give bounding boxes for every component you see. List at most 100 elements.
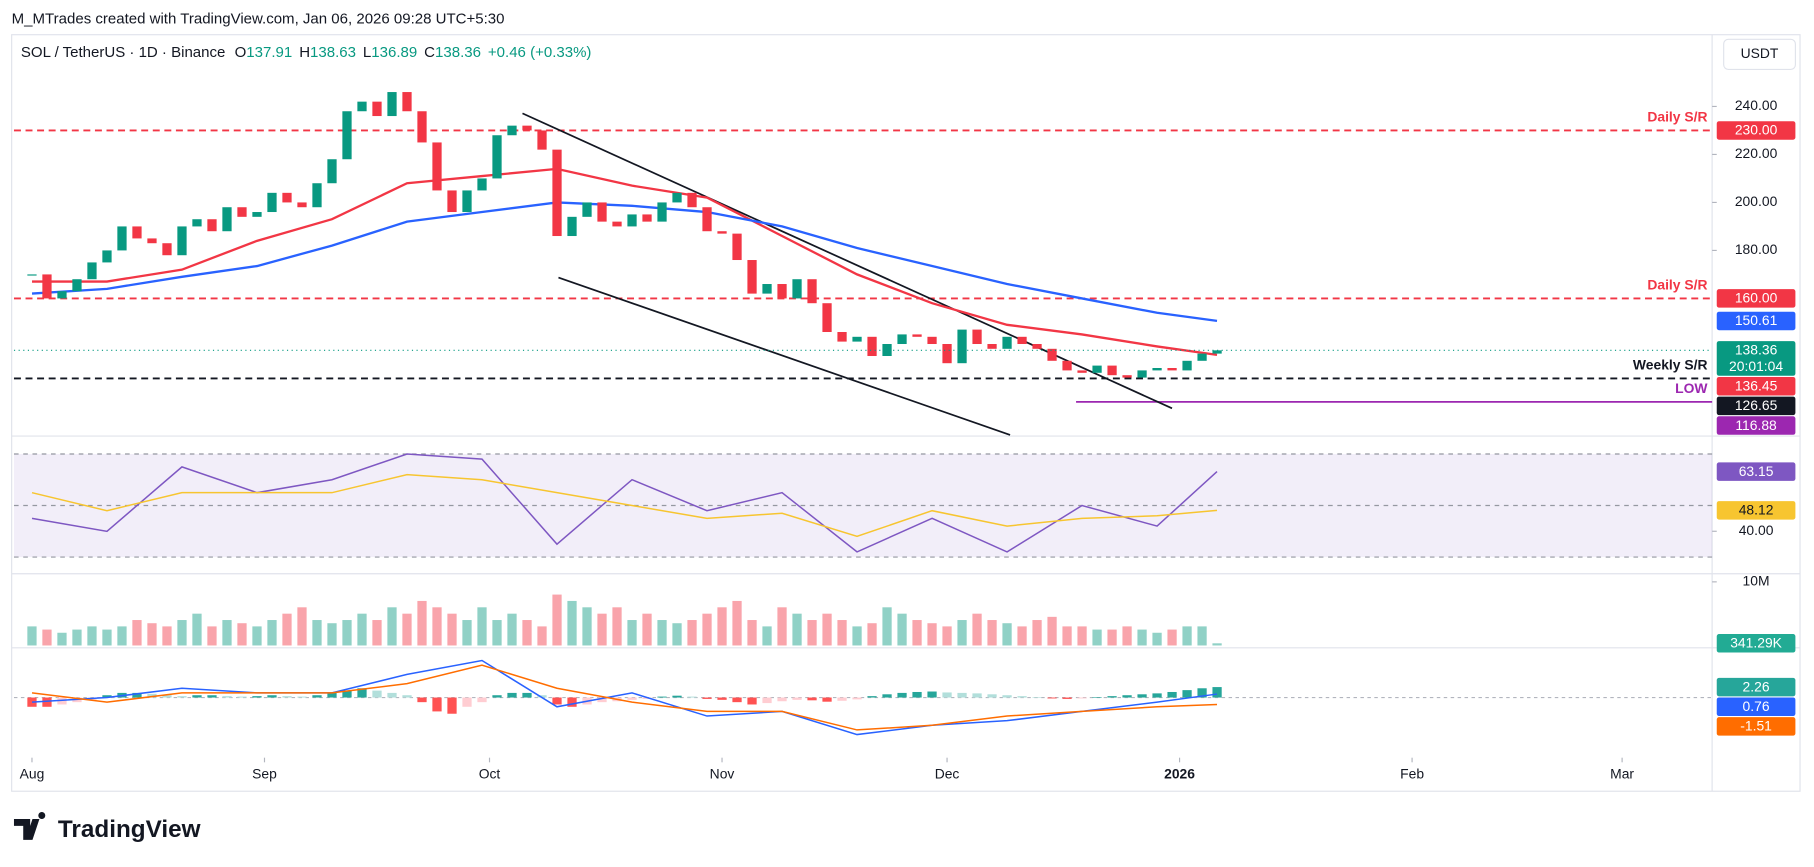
macd-histogram-bar <box>1032 697 1042 698</box>
macd-histogram-bar <box>537 695 547 698</box>
ohlc-key: L <box>363 44 371 61</box>
price-tag <box>1716 396 1796 416</box>
candle <box>147 238 157 244</box>
price-tag-label: 0.76 <box>1743 698 1770 714</box>
macd-histogram-bar <box>492 695 502 698</box>
macd-histogram-bar <box>27 697 37 707</box>
series-line <box>31 473 1218 538</box>
candle <box>1002 336 1012 349</box>
series-line <box>522 112 1173 410</box>
volume-bar <box>132 620 142 646</box>
macd-histogram-bar <box>177 696 187 698</box>
volume-bar <box>702 613 712 646</box>
x-tick-label: Mar <box>1610 766 1634 782</box>
volume-bar <box>267 620 277 646</box>
change: +0.46 (+0.33%) <box>488 44 592 61</box>
candle <box>957 329 967 364</box>
candle <box>1152 367 1162 371</box>
volume-bar <box>672 623 682 646</box>
volume-bar <box>327 623 337 646</box>
volume-bar <box>297 607 307 646</box>
rsi-band <box>13 454 1713 558</box>
macd-histogram-bar <box>672 695 682 698</box>
volume-bar <box>597 613 607 646</box>
price-tag-label: 341.29K <box>1730 635 1782 651</box>
macd-histogram-bar <box>507 692 517 698</box>
volume-bar <box>762 626 772 646</box>
volume-bar <box>237 623 247 646</box>
candle <box>732 233 742 261</box>
volume-bar <box>387 607 397 646</box>
macd-histogram-bar <box>972 693 982 698</box>
volume-bar <box>42 629 52 646</box>
macd-histogram-bar <box>357 688 367 698</box>
candle <box>432 142 442 191</box>
candle <box>42 274 52 299</box>
macd-histogram-bar <box>822 697 832 702</box>
candle <box>567 216 577 237</box>
volume-bar <box>687 620 697 646</box>
macd-histogram-bar <box>267 695 277 698</box>
candle <box>1032 344 1042 349</box>
candle <box>192 219 202 227</box>
currency[interactable]: USDT <box>1741 45 1779 61</box>
volume-bar <box>27 626 37 646</box>
candle <box>117 226 127 251</box>
candle <box>792 279 802 299</box>
macd-histogram-bar <box>192 695 202 698</box>
macd-histogram-bar <box>222 696 232 698</box>
candle <box>1182 360 1192 371</box>
candle <box>1122 375 1132 378</box>
price-tag-label: 63.15 <box>1739 463 1774 479</box>
volume-bar <box>792 613 802 646</box>
macd-histogram-bar <box>297 696 307 698</box>
candle <box>387 92 397 117</box>
candle <box>282 192 292 203</box>
logo: TradingView <box>13 812 201 843</box>
volume-bar <box>447 613 457 646</box>
volume-bar <box>627 620 637 646</box>
candle <box>657 202 667 222</box>
candle <box>132 226 142 239</box>
x-tick-label: Aug <box>20 766 45 782</box>
macd-histogram-bar <box>462 697 472 707</box>
logo-text: TradingView <box>58 816 201 843</box>
candle <box>777 284 787 299</box>
volume-bar <box>1047 616 1057 646</box>
volume-bar <box>402 613 412 646</box>
series-line <box>31 201 1218 323</box>
candle <box>237 207 247 217</box>
macd-histogram-bar <box>1062 697 1072 699</box>
candle <box>1092 365 1102 373</box>
macd-histogram-bar <box>207 695 217 698</box>
candle <box>1017 336 1027 345</box>
macd-histogram-bar <box>762 697 772 704</box>
series-line <box>558 276 1011 436</box>
candle <box>207 219 217 232</box>
volume-bar <box>432 607 442 646</box>
macd-histogram-bar <box>627 697 637 700</box>
candle <box>102 250 112 263</box>
candle <box>1167 367 1177 371</box>
candle <box>642 214 652 222</box>
volume-bar <box>987 620 997 646</box>
volume-bar <box>1002 623 1012 646</box>
y-tick-label: 40.00 <box>1739 522 1774 538</box>
price-tag <box>1716 341 1796 376</box>
candle <box>612 221 622 227</box>
symbol: SOL / TetherUS · 1D · Binance <box>21 44 225 61</box>
price-tag <box>1716 677 1796 697</box>
currency-box[interactable] <box>1723 38 1796 70</box>
x-tick-label: Oct <box>479 766 501 782</box>
candle <box>1137 370 1147 378</box>
candle <box>87 262 97 280</box>
macd-histogram-bar <box>912 691 922 698</box>
volume-bar <box>777 607 787 646</box>
volume-bar <box>462 620 472 646</box>
volume-bar <box>1017 626 1027 646</box>
volume-bar <box>912 620 922 646</box>
candle <box>597 202 607 222</box>
x-tick-label: Sep <box>252 766 277 782</box>
